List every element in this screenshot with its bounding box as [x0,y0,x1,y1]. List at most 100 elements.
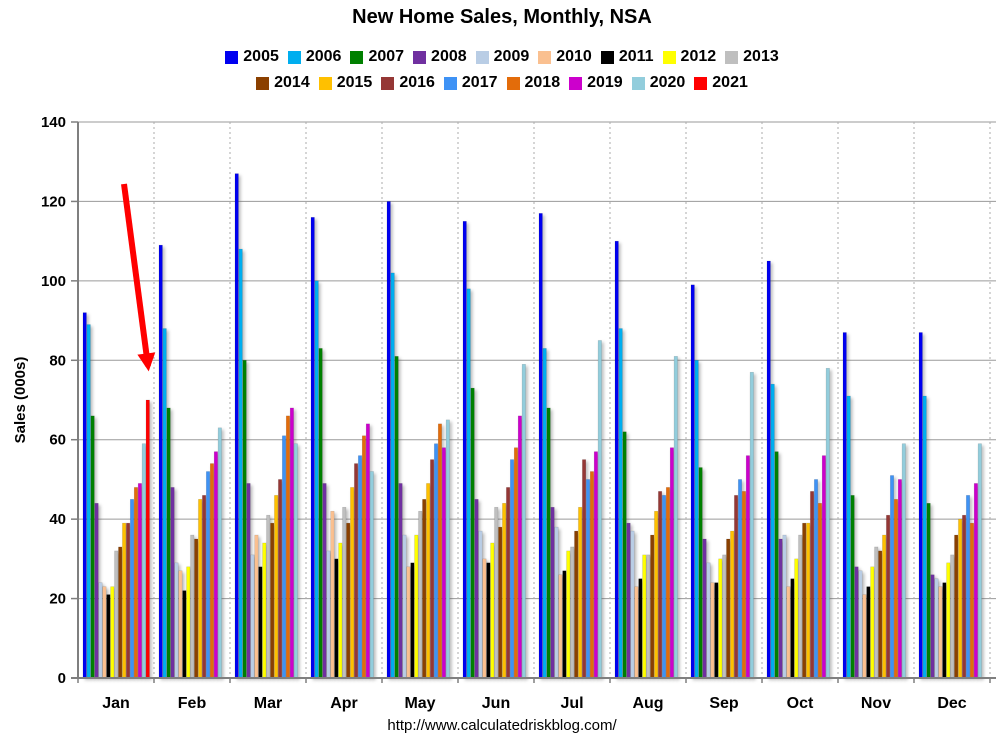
bar-jan-2013 [114,550,119,679]
footer-url: http://www.calculatedriskblog.com/ [387,717,617,734]
bar-jul-2009 [554,526,559,679]
bar-oct-2011 [790,578,795,679]
bar-may-2010 [406,566,411,679]
bar-sep-2005 [690,284,695,679]
bar-dec-2018 [969,522,974,679]
bar-oct-2020 [825,367,830,679]
bar-aug-2014 [650,534,655,679]
legend-label-2011: 2011 [618,48,654,65]
bar-oct-2018 [817,503,822,679]
legend-label-2010: 2010 [556,48,592,65]
bar-feb-2018 [209,463,214,679]
annotation-arrow-jan-2021 [121,183,156,372]
bar-aug-2019 [669,447,674,679]
bar-jul-2019 [593,451,598,679]
legend-label-2014: 2014 [274,74,310,91]
bar-jun-2019 [517,415,522,679]
bar-nov-2014 [878,550,883,679]
bar-may-2013 [418,510,423,679]
bar-nov-2009 [858,570,863,679]
bar-jun-2005 [462,221,467,679]
bar-feb-2019 [213,451,218,679]
bar-nov-2005 [842,332,847,679]
bar-jun-2014 [498,526,503,679]
bar-mar-2010 [254,534,259,679]
bar-may-2012 [414,534,419,679]
bar-oct-2008 [778,538,783,679]
month-label-sep: Sep [709,695,739,712]
bar-jul-2017 [586,479,590,679]
bar-mar-2015 [274,495,279,679]
legend: 2005 2006 2007 2008 2009 2010 2011 2012 2013 201… [0,44,1004,96]
bar-oct-2009 [782,534,787,679]
bar-dec-2008 [930,574,935,679]
bar-aug-2006 [618,328,623,679]
bar-apr-2017 [358,455,362,679]
bar-mar-2017 [282,435,286,679]
bar-dec-2006 [922,395,927,679]
bar-sep-2011 [714,582,719,679]
legend-label-2007: 2007 [368,48,405,65]
bar-jul-2013 [570,546,575,679]
bar-aug-2015 [654,510,659,679]
legend-swatch-2020 [631,76,645,90]
legend-item-2012: 2012 [662,48,716,66]
bar-jan-2008 [94,503,99,679]
legend-row-1: 2005 2006 2007 2008 2009 2010 2011 2012 2013 [0,44,1004,70]
bar-nov-2011 [866,586,871,679]
bar-oct-2007 [774,451,779,679]
bar-dec-2017 [966,495,970,679]
ytick-label-40: 40 [49,511,66,528]
bar-jun-2006 [466,288,471,679]
bar-jun-2012 [490,542,495,679]
bar-jul-2018 [589,471,594,679]
bar-nov-2016 [886,514,891,679]
bar-nov-2006 [846,395,851,679]
legend-swatch-2016 [381,76,395,90]
legend-label-2017: 2017 [461,74,498,91]
bar-feb-2015 [198,499,203,679]
bar-nov-2008 [854,566,859,679]
bar-apr-2008 [322,483,327,679]
bar-jun-2013 [494,506,499,679]
bar-sep-2018 [741,491,746,679]
bar-apr-2006 [314,280,319,679]
bar-jan-2014 [118,546,123,679]
legend-label-2006: 2006 [305,48,342,65]
bar-feb-2007 [166,407,171,679]
bar-apr-2007 [318,348,323,679]
bar-jun-2018 [513,447,518,679]
legend-item-2021: 2021 [694,74,748,92]
bar-sep-2007 [698,467,703,679]
bar-jan-2018 [133,487,138,679]
bar-sep-2017 [738,479,742,679]
bar-feb-2012 [186,566,191,679]
legend-label-2013: 2013 [743,48,779,65]
bar-jan-2019 [137,483,142,679]
legend-label-2015: 2015 [336,74,373,91]
bar-aug-2020 [673,356,678,679]
bar-feb-2016 [202,495,207,679]
month-label-jun: Jun [482,695,510,712]
bar-sep-2006 [694,360,699,679]
bar-sep-2009 [706,562,711,679]
bar-nov-2019 [897,479,902,679]
legend-label-2020: 2020 [649,74,686,91]
bar-jun-2009 [478,530,483,679]
legend-swatch-2009 [475,50,489,64]
bar-dec-2014 [954,534,959,679]
bar-mar-2014 [270,522,275,679]
bar-aug-2018 [665,487,670,679]
month-label-may: May [404,695,435,712]
bar-sep-2012 [718,558,723,679]
bar-mar-2020 [293,443,298,679]
legend-swatch-2013 [725,50,739,64]
bar-may-2006 [390,272,395,679]
bar-aug-2007 [622,431,627,679]
legend-swatch-2015 [318,76,332,90]
bar-aug-2005 [614,240,619,679]
legend-item-2009: 2009 [475,48,529,66]
bar-nov-2013 [874,546,879,679]
bar-may-2014 [422,499,427,679]
